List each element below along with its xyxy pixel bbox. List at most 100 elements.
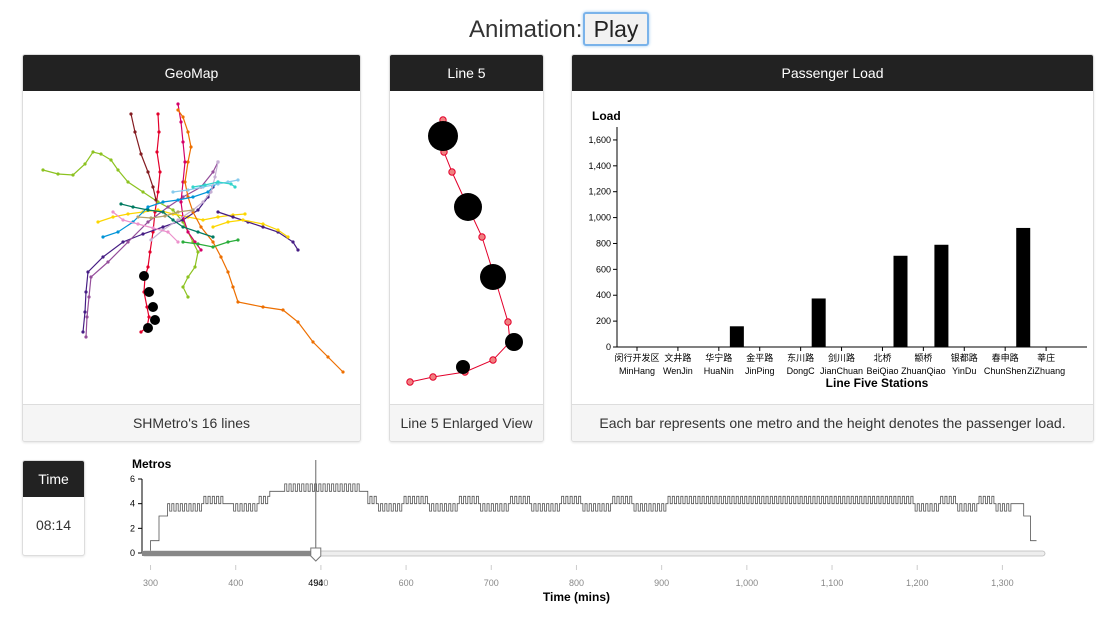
timeline-x-tick-label: 1,100	[821, 578, 844, 588]
metro-map[interactable]	[23, 92, 360, 404]
timeline-y-tick-label: 0	[130, 548, 135, 558]
metro-station-dot	[191, 195, 195, 199]
metro-station-dot	[201, 185, 205, 189]
metro-station-dot	[231, 215, 235, 219]
metro-station-dot	[189, 145, 193, 149]
metro-station-dot	[243, 212, 247, 216]
slider-handle[interactable]	[310, 547, 322, 562]
passenger-title: Passenger Load	[572, 55, 1093, 91]
metro-station-dot	[84, 335, 88, 339]
line5-station	[489, 356, 497, 364]
metro-station-dot	[91, 150, 95, 154]
metro-station-dot	[183, 180, 187, 184]
metro-station-dot	[147, 315, 151, 319]
line5-enlarged-map[interactable]	[390, 92, 543, 404]
metro-line-path	[172, 179, 239, 193]
x-tick-label-cn: 剑川路	[828, 352, 855, 363]
metro-station-dot	[146, 170, 150, 174]
metro-station-dot	[71, 173, 75, 177]
x-tick-label: ZhuanQiao	[901, 366, 946, 376]
metro-station-dot	[116, 230, 120, 234]
x-tick-label-cn: 莘庄	[1037, 352, 1055, 363]
play-button[interactable]: Play	[583, 12, 649, 46]
metro-station-dot	[116, 168, 120, 172]
metro-station-dot	[131, 205, 135, 209]
metro-station-dot	[196, 230, 200, 234]
metro-station-dot	[199, 225, 203, 229]
x-tick-label-cn: 银都路	[951, 352, 978, 363]
x-tick-label-cn: 华宁路	[705, 352, 732, 363]
timeline-x-tick-label: 1,000	[736, 578, 759, 588]
metro-line-path	[177, 109, 344, 373]
line5-title: Line 5	[390, 55, 543, 91]
metro-station-dot	[84, 290, 88, 294]
x-axis-label: Line Five Stations	[826, 376, 929, 390]
metro-station-dot	[83, 310, 87, 314]
metro-station-dot	[231, 285, 235, 289]
metro-line-path	[140, 113, 161, 333]
y-tick-label: 200	[596, 316, 611, 326]
line5-footer: Line 5 Enlarged View	[390, 404, 543, 441]
train-marker	[143, 323, 153, 333]
metro-station-dot	[296, 248, 300, 252]
metro-station-dot	[155, 150, 159, 154]
timeline-y-tick-label: 4	[130, 499, 135, 509]
metro-station-dot	[166, 230, 170, 234]
geomap-body	[23, 92, 360, 404]
metro-station-dot	[111, 210, 115, 214]
metros-series-line	[142, 483, 1037, 554]
metro-station-dot	[181, 140, 185, 144]
train-marker	[144, 287, 154, 297]
metro-station-dot	[156, 190, 160, 194]
metro-station-dot	[211, 245, 215, 249]
metro-station-dot	[211, 240, 215, 244]
metro-station-dot	[179, 200, 183, 204]
load-bar	[934, 244, 949, 347]
metro-station-dot	[133, 130, 137, 134]
metro-station-dot	[236, 238, 240, 242]
metro-station-dot	[126, 212, 130, 216]
metro-station-dot	[129, 112, 133, 116]
animation-controls: Animation: Play	[0, 12, 1118, 48]
metro-station-dot	[81, 330, 85, 334]
metro-line-path	[120, 203, 214, 238]
metros-timeline-chart[interactable]: 0 2 4 6 Metros 300 400 500 600 700 800 900 1,000 1,10…	[100, 452, 1060, 612]
metro-station-dot	[216, 180, 220, 184]
line5-train	[505, 333, 523, 351]
metro-station-dot	[296, 320, 300, 324]
metro-station-dot	[146, 205, 150, 209]
metro-station-dot	[233, 185, 237, 189]
metro-line-path	[182, 239, 239, 248]
metro-station-dot	[196, 208, 200, 212]
line5-station	[429, 373, 437, 381]
metro-station-dot	[213, 175, 217, 179]
x-tick-label: HuaNin	[704, 366, 734, 376]
metro-station-dot	[136, 215, 140, 219]
metro-station-dot	[326, 355, 330, 359]
y-tick-label: 1,000	[588, 213, 611, 223]
x-tick-label: ZiZhuang	[1027, 366, 1065, 376]
metro-station-dot	[139, 152, 143, 156]
metro-station-dot	[241, 218, 245, 222]
metro-station-dot	[311, 340, 315, 344]
metro-line-path	[150, 161, 219, 241]
x-tick-label: ChunShen	[984, 366, 1027, 376]
line5-station	[478, 233, 486, 241]
metro-station-dot	[148, 250, 152, 254]
metro-station-dot	[145, 305, 149, 309]
timeline-x-tick-label: 600	[399, 578, 414, 588]
slider-fill	[142, 551, 316, 556]
x-tick-label-cn: 文井路	[664, 352, 691, 363]
metro-station-dot	[186, 130, 190, 134]
metro-station-dot	[141, 190, 145, 194]
x-tick-label: MinHang	[619, 366, 655, 376]
x-tick-label: JinPing	[745, 366, 775, 376]
metro-station-dot	[341, 370, 345, 374]
metro-station-dot	[106, 260, 110, 264]
metro-station-dot	[161, 200, 165, 204]
metro-station-dot	[191, 208, 195, 212]
train-marker	[150, 315, 160, 325]
metro-station-dot	[96, 220, 100, 224]
x-tick-label-cn: 春申路	[992, 352, 1019, 363]
metro-station-dot	[226, 220, 230, 224]
